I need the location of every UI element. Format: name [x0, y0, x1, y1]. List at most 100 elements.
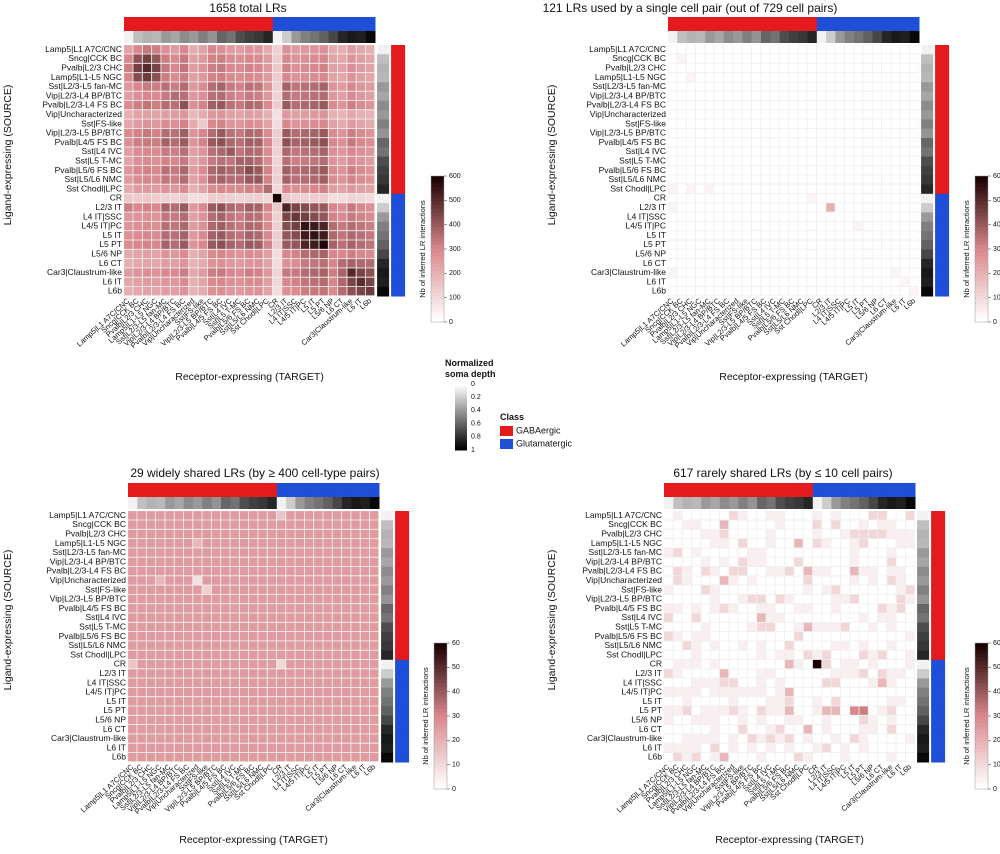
heatmap-cell: [738, 548, 748, 558]
heatmap-cell: [872, 212, 882, 222]
heatmap-cell: [281, 128, 291, 138]
heatmap-cell: [747, 510, 757, 520]
heatmap-cell: [673, 566, 683, 576]
top-class-bar-cell: [770, 17, 780, 31]
heatmap-cell: [732, 258, 742, 268]
heatmap-cell: [798, 193, 808, 203]
colorbar-segment: [431, 318, 444, 323]
heatmap-cell: [803, 743, 813, 753]
heatmap-cell: [686, 175, 696, 185]
right-class-bar-cell: [935, 249, 950, 260]
heatmap-cell: [360, 696, 370, 706]
heatmap-cell: [123, 175, 133, 185]
row-label: Pvalb|L2/3-L4 FS BC: [46, 566, 126, 576]
heatmap-cell: [872, 156, 882, 166]
heatmap-cell: [254, 175, 264, 185]
heatmap-cell: [701, 678, 711, 688]
heatmap-cell: [775, 752, 785, 762]
heatmap-cell: [207, 63, 217, 73]
heatmap-cell: [853, 221, 863, 231]
heatmap-cell: [872, 286, 882, 296]
heatmap-cell: [742, 100, 752, 110]
heatmap-cell: [756, 668, 766, 678]
right-class-bar-cell: [931, 566, 946, 577]
heatmap-cell: [151, 165, 161, 175]
heatmap-cell: [710, 668, 720, 678]
heatmap-cell: [849, 557, 859, 567]
heatmap-cell: [369, 678, 379, 688]
top-depth-bar-cell: [360, 497, 371, 509]
heatmap-cell: [779, 119, 789, 129]
right-depth-bar-cell: [917, 529, 930, 540]
heatmap-cell: [365, 249, 375, 259]
heatmap-cell: [123, 193, 133, 203]
heatmap-cell: [775, 706, 785, 716]
heatmap-cell: [309, 100, 319, 110]
heatmap-cell: [170, 44, 180, 54]
heatmap-cell: [300, 258, 310, 268]
class-legend-label: GABAergic: [516, 425, 561, 435]
heatmap-cell: [258, 557, 268, 567]
heatmap-cell: [853, 119, 863, 129]
depth-gradient-segment: [455, 412, 467, 416]
heatmap-cell: [239, 696, 249, 706]
heatmap-cell: [347, 128, 357, 138]
heatmap-cell: [663, 575, 673, 585]
heatmap-cell: [174, 715, 184, 725]
heatmap-cell: [142, 156, 152, 166]
heatmap-cell: [239, 566, 249, 576]
heatmap-cell: [276, 668, 286, 678]
heatmap-cell: [831, 631, 841, 641]
heatmap-cell: [663, 510, 673, 520]
heatmap-cell: [165, 678, 175, 688]
right-depth-bar-cell: [921, 63, 934, 74]
heatmap-cell: [691, 743, 701, 753]
top-class-bar-cell: [747, 483, 758, 497]
right-depth-bar-cell: [917, 538, 930, 549]
heatmap-cell: [807, 147, 817, 157]
heatmap-cell: [881, 128, 891, 138]
heatmap-cell: [747, 706, 757, 716]
heatmap-cell: [673, 575, 683, 585]
row-label: Sst|L4 IVC: [622, 612, 662, 622]
heatmap-cell: [738, 529, 748, 539]
heatmap-cell: [714, 54, 724, 64]
colorbar-segment: [431, 311, 444, 316]
heatmap-cell: [900, 184, 910, 194]
heatmap-cell: [794, 538, 804, 548]
heatmap-cell: [747, 603, 757, 613]
right-class-bar-cell: [931, 734, 946, 744]
depth-gradient-segment: [455, 434, 467, 438]
right-class-bar-cell: [931, 585, 946, 596]
heatmap-cell: [198, 193, 208, 203]
heatmap-cell: [849, 706, 859, 716]
heatmap-cell: [123, 230, 133, 240]
right-depth-bar-cell: [917, 743, 930, 754]
heatmap-cell: [313, 585, 323, 595]
heatmap-cell: [844, 54, 854, 64]
colorbar-segment: [975, 245, 988, 250]
top-depth-bar-cell: [900, 31, 911, 43]
right-depth-bar-cell: [921, 82, 934, 92]
heatmap-cell: [775, 566, 785, 576]
heatmap-cell: [710, 548, 720, 558]
depth-gradient-segment: [455, 432, 467, 436]
heatmap-cell: [887, 752, 897, 762]
heatmap-cell: [220, 650, 230, 660]
heatmap-cell: [742, 240, 752, 250]
heatmap-cell: [695, 119, 705, 129]
heatmap-cell: [341, 724, 351, 734]
heatmap-cell: [239, 752, 249, 762]
heatmap-cell: [137, 557, 147, 567]
colorbar-segment: [975, 285, 988, 290]
heatmap-cell: [127, 529, 137, 539]
top-class-bar-cell: [831, 483, 842, 497]
heatmap-cell: [281, 44, 291, 54]
heatmap-cell: [853, 82, 863, 92]
heatmap-cell: [760, 119, 770, 129]
top-class-bar-cell: [124, 17, 134, 31]
heatmap-cell: [360, 715, 370, 725]
heatmap-cell: [835, 91, 845, 101]
heatmap-cell: [258, 668, 268, 678]
colorbar-tick-label: 0: [452, 786, 456, 793]
